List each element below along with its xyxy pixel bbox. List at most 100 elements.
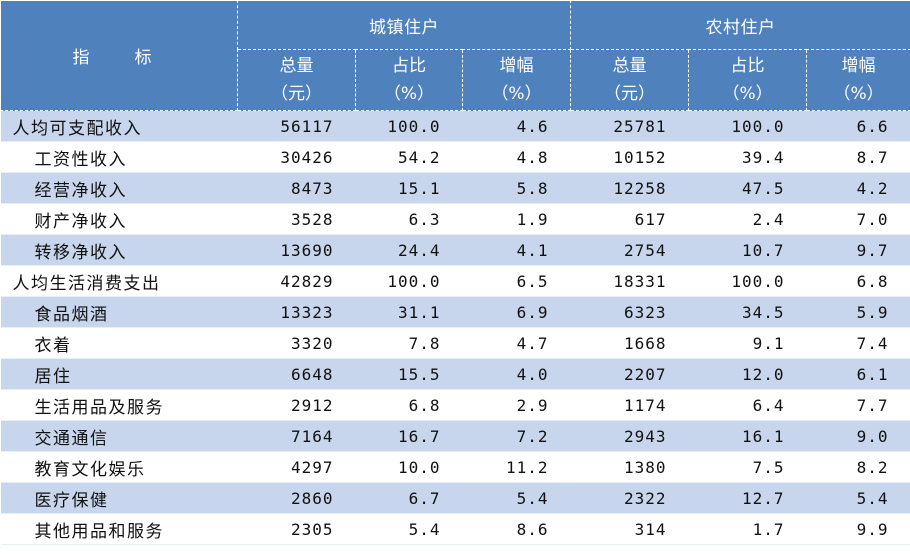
urban-header: 城镇住户 bbox=[236, 0, 572, 50]
rural-total-cell: 314 bbox=[570, 513, 689, 545]
row-label: 教育文化娱乐 bbox=[0, 451, 238, 483]
urban-share-cell: 6.8 bbox=[355, 389, 463, 421]
rural-share-cell: 34.5 bbox=[688, 296, 807, 328]
urban-total-cell: 8473 bbox=[237, 172, 356, 204]
rural-total-cell: 2207 bbox=[570, 358, 689, 390]
row-label: 居住 bbox=[0, 358, 238, 390]
rural-share-cell: 2.4 bbox=[688, 203, 807, 235]
rural-growth-cell: 6.8 bbox=[806, 265, 910, 297]
rural-share-header: 占比 （%） bbox=[688, 49, 808, 111]
rural-share-cell: 9.1 bbox=[688, 327, 807, 359]
rural-total-cell: 1380 bbox=[570, 451, 689, 483]
rural-growth-header: 增幅 （%） bbox=[806, 49, 910, 111]
rural-share-cell: 1.7 bbox=[688, 513, 807, 545]
table-row: 经营净收入 8473 15.1 5.8 12258 47.5 4.2 bbox=[0, 172, 910, 204]
row-label: 工资性收入 bbox=[0, 141, 238, 173]
urban-share-cell: 100.0 bbox=[355, 265, 463, 297]
urban-growth-cell: 4.7 bbox=[462, 327, 571, 359]
row-label: 衣着 bbox=[0, 327, 238, 359]
urban-growth-cell: 6.9 bbox=[462, 296, 571, 328]
rural-share-cell: 10.7 bbox=[688, 234, 807, 266]
rural-total-cell: 2943 bbox=[570, 420, 689, 452]
urban-share-cell: 100.0 bbox=[355, 110, 463, 142]
urban-share-header: 占比 （%） bbox=[355, 49, 463, 111]
row-label: 财产净收入 bbox=[0, 203, 238, 235]
row-label: 人均可支配收入 bbox=[0, 110, 238, 142]
urban-growth-cell: 4.8 bbox=[462, 141, 571, 173]
urban-total-cell: 42829 bbox=[237, 265, 356, 297]
table-header: 指 标 城镇住户 农村住户 总量 （元） 占比 （%） 增幅 （%） 总量 （元） 占比… bbox=[0, 0, 910, 111]
rural-growth-cell: 5.4 bbox=[806, 482, 910, 514]
urban-total-cell: 2305 bbox=[237, 513, 356, 545]
row-label: 医疗保健 bbox=[0, 482, 238, 514]
table-row: 食品烟酒 13323 31.1 6.9 6323 34.5 5.9 bbox=[0, 296, 910, 328]
row-label: 交通通信 bbox=[0, 420, 238, 452]
urban-growth-cell: 4.1 bbox=[462, 234, 571, 266]
rural-total-cell: 25781 bbox=[570, 110, 689, 142]
rural-total-cell: 10152 bbox=[570, 141, 689, 173]
rural-share-cell: 12.7 bbox=[688, 482, 807, 514]
row-label: 经营净收入 bbox=[0, 172, 238, 204]
column-name: 总量 bbox=[612, 56, 647, 76]
urban-total-cell: 2912 bbox=[237, 389, 356, 421]
row-label: 生活用品及服务 bbox=[0, 389, 238, 421]
table-row: 转移净收入 13690 24.4 4.1 2754 10.7 9.7 bbox=[0, 234, 910, 266]
table-row: 交通通信 7164 16.7 7.2 2943 16.1 9.0 bbox=[0, 420, 910, 452]
column-unit: （%） bbox=[383, 84, 435, 104]
rural-growth-cell: 8.2 bbox=[806, 451, 910, 483]
row-label: 食品烟酒 bbox=[0, 296, 238, 328]
urban-total-cell: 56117 bbox=[237, 110, 356, 142]
urban-share-cell: 54.2 bbox=[355, 141, 463, 173]
urban-growth-cell: 7.2 bbox=[462, 420, 571, 452]
urban-share-cell: 7.8 bbox=[355, 327, 463, 359]
table-row: 生活用品及服务 2912 6.8 2.9 1174 6.4 7.7 bbox=[0, 389, 910, 421]
table-row: 人均生活消费支出 42829 100.0 6.5 18331 100.0 6.8 bbox=[0, 265, 910, 297]
table-row: 衣着 3320 7.8 4.7 1668 9.1 7.4 bbox=[0, 327, 910, 359]
table-body: 人均可支配收入 56117 100.0 4.6 25781 100.0 6.6 … bbox=[0, 110, 910, 545]
urban-share-cell: 15.1 bbox=[355, 172, 463, 204]
rural-growth-cell: 9.7 bbox=[806, 234, 910, 266]
rural-growth-cell: 7.7 bbox=[806, 389, 910, 421]
rural-share-cell: 100.0 bbox=[688, 110, 807, 142]
rural-share-cell: 6.4 bbox=[688, 389, 807, 421]
urban-growth-cell: 5.8 bbox=[462, 172, 571, 204]
urban-growth-header: 增幅 （%） bbox=[461, 49, 572, 111]
urban-share-cell: 16.7 bbox=[355, 420, 463, 452]
column-name: 增幅 bbox=[499, 56, 534, 76]
column-unit: （元） bbox=[271, 84, 322, 104]
table-row: 医疗保健 2860 6.7 5.4 2322 12.7 5.4 bbox=[0, 482, 910, 514]
urban-share-cell: 24.4 bbox=[355, 234, 463, 266]
urban-total-header: 总量 （元） bbox=[237, 49, 356, 111]
table-row: 其他用品和服务 2305 5.4 8.6 314 1.7 9.9 bbox=[0, 513, 910, 545]
urban-total-cell: 13690 bbox=[237, 234, 356, 266]
rural-total-cell: 2754 bbox=[570, 234, 689, 266]
rural-share-cell: 100.0 bbox=[688, 265, 807, 297]
urban-share-cell: 31.1 bbox=[355, 296, 463, 328]
rural-share-cell: 7.5 bbox=[688, 451, 807, 483]
table-row: 教育文化娱乐 4297 10.0 11.2 1380 7.5 8.2 bbox=[0, 451, 910, 483]
urban-total-cell: 4297 bbox=[237, 451, 356, 483]
urban-total-cell: 6648 bbox=[237, 358, 356, 390]
rural-growth-cell: 6.6 bbox=[806, 110, 910, 142]
rural-share-cell: 16.1 bbox=[688, 420, 807, 452]
rural-total-cell: 1174 bbox=[570, 389, 689, 421]
urban-total-cell: 13323 bbox=[237, 296, 356, 328]
urban-total-cell: 2860 bbox=[237, 482, 356, 514]
urban-share-cell: 6.7 bbox=[355, 482, 463, 514]
rural-growth-cell: 6.1 bbox=[806, 358, 910, 390]
table-row: 人均可支配收入 56117 100.0 4.6 25781 100.0 6.6 bbox=[0, 110, 910, 142]
rural-total-cell: 617 bbox=[570, 203, 689, 235]
rural-growth-cell: 9.9 bbox=[806, 513, 910, 545]
row-label: 人均生活消费支出 bbox=[0, 265, 238, 297]
column-unit: （元） bbox=[604, 84, 656, 104]
column-unit: （%） bbox=[491, 84, 542, 104]
rural-share-cell: 39.4 bbox=[688, 141, 807, 173]
rural-total-cell: 18331 bbox=[570, 265, 689, 297]
table-row: 财产净收入 3528 6.3 1.9 617 2.4 7.0 bbox=[0, 203, 910, 235]
urban-growth-cell: 4.6 bbox=[462, 110, 571, 142]
urban-share-cell: 5.4 bbox=[355, 513, 463, 545]
urban-growth-cell: 4.0 bbox=[462, 358, 571, 390]
urban-share-cell: 10.0 bbox=[355, 451, 463, 483]
rural-total-header: 总量 （元） bbox=[570, 49, 690, 111]
